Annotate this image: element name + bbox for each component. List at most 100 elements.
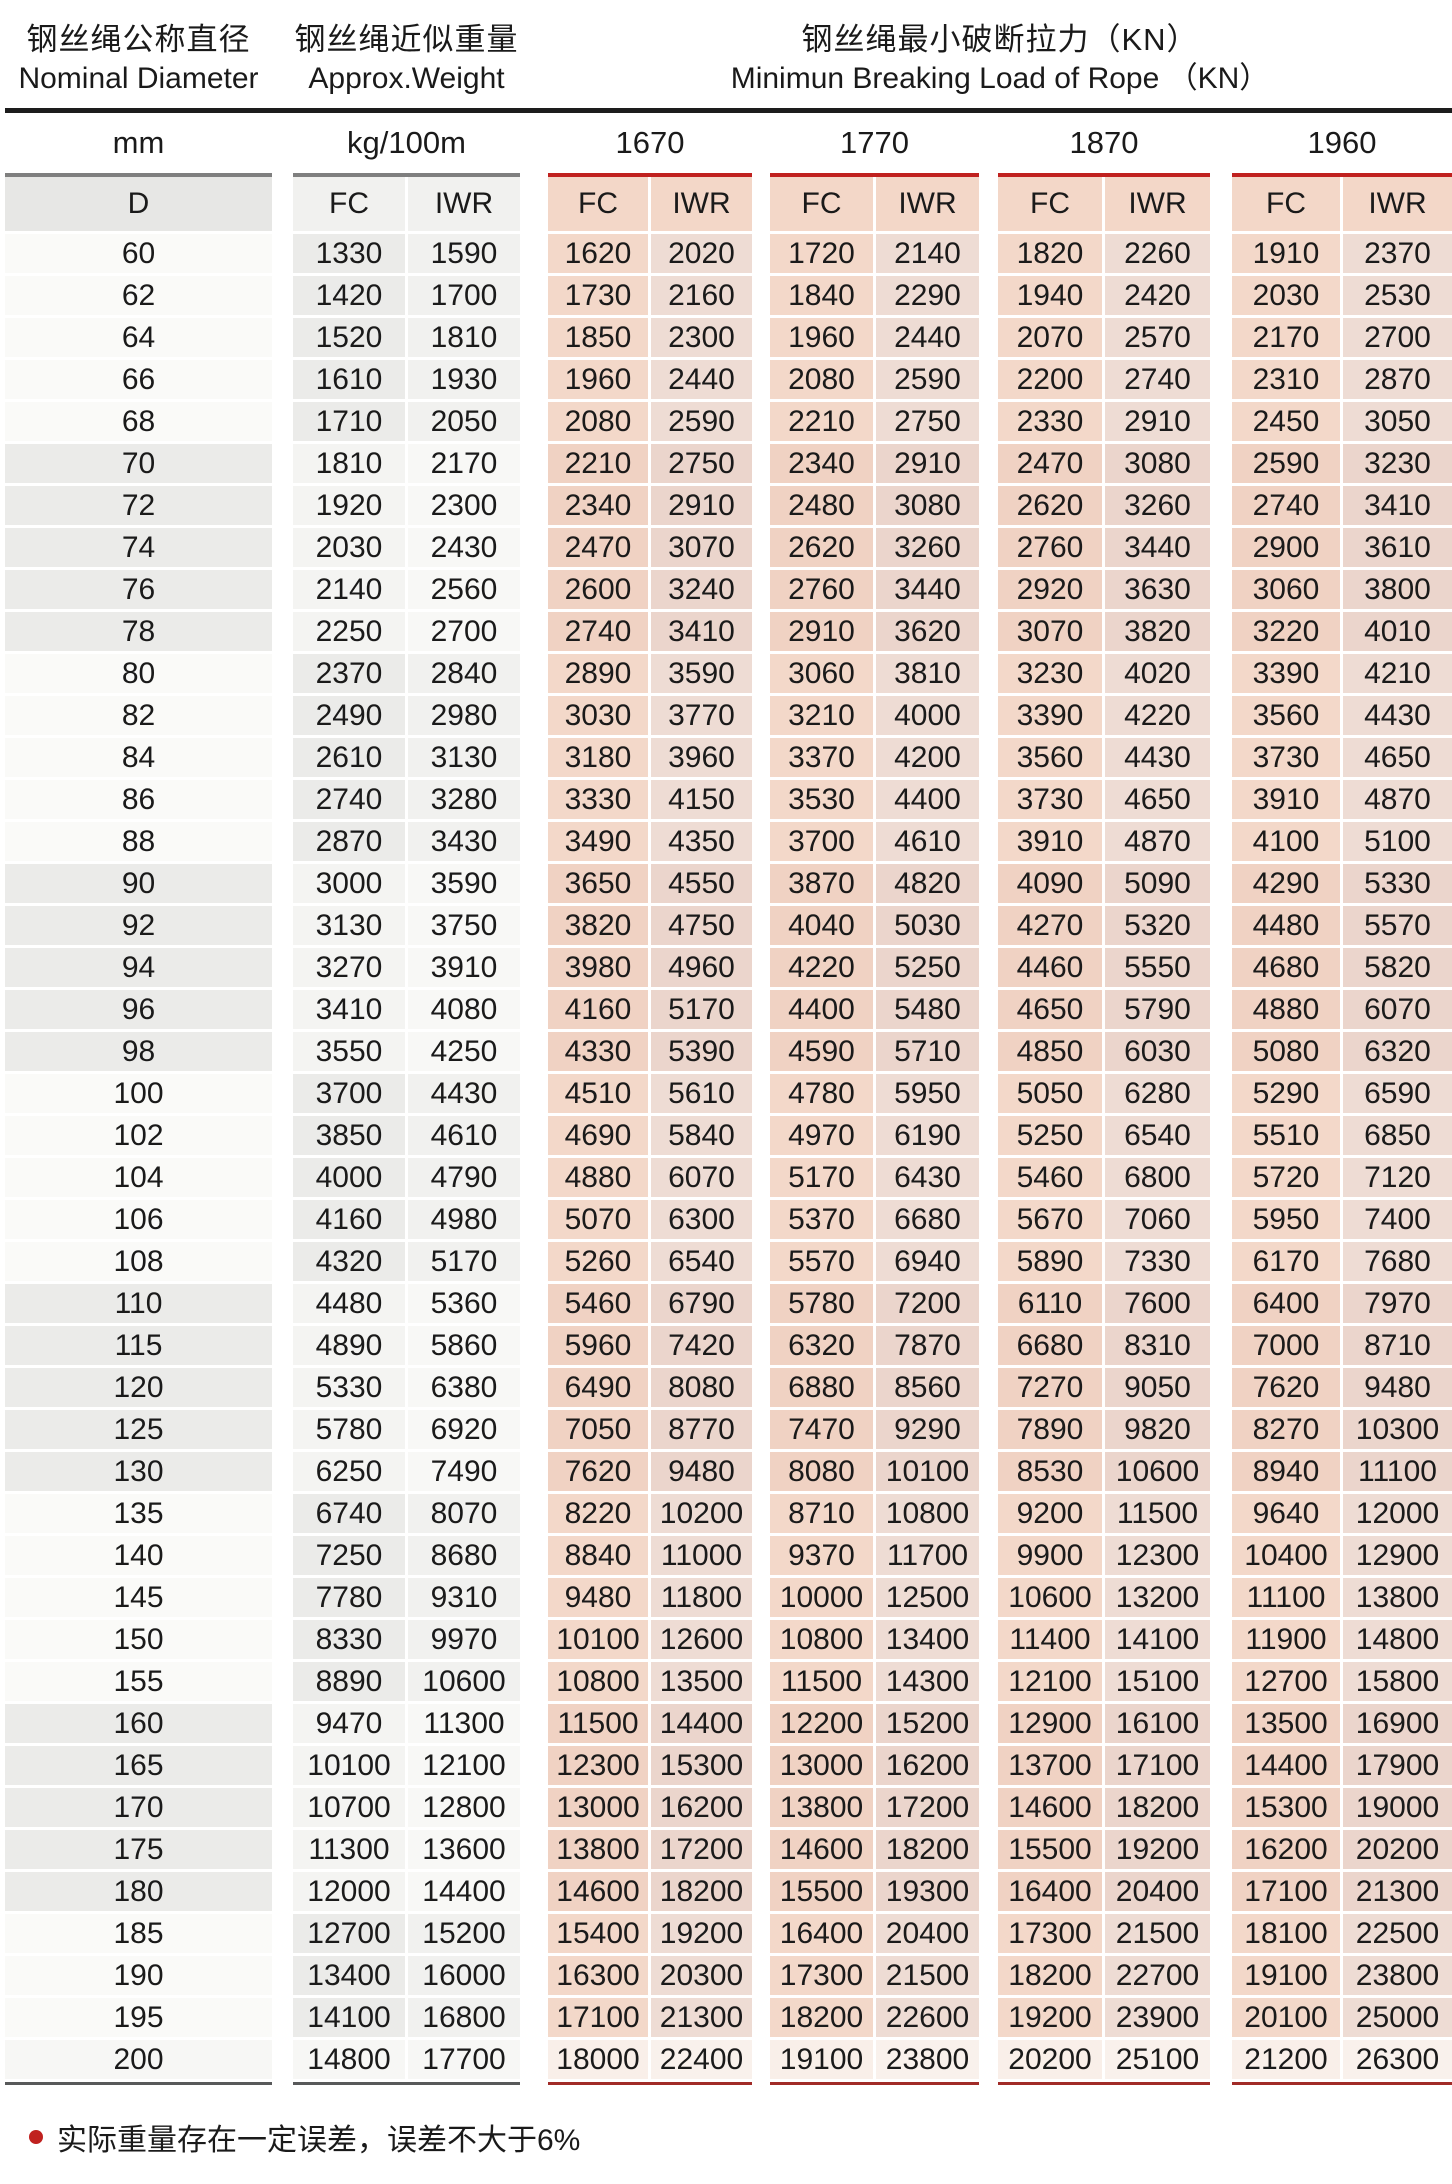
cell-g3-iwr: 3260: [1105, 486, 1210, 525]
cell-g1-iwr: 14400: [651, 1704, 752, 1743]
table-row: 92 3130 3750 3820 4750 4040 5030 4270 5320 4480 55…: [5, 906, 1452, 945]
cell-g2-iwr: 11700: [876, 1536, 979, 1575]
cell-g1-fc: 16300: [548, 1956, 648, 1995]
cell-g2-fc: 1720: [770, 234, 873, 273]
cell-g3-iwr: 2570: [1105, 318, 1210, 357]
cell-g4-iwr: 9480: [1343, 1368, 1452, 1407]
cell-g4-fc: 15300: [1232, 1788, 1340, 1827]
cell-g1-fc: 11500: [548, 1704, 648, 1743]
cell-g1-iwr: 6790: [651, 1284, 752, 1323]
table-row: 140 7250 8680 8840 11000 9370 11700 9900 12300 10…: [5, 1536, 1452, 1575]
cell-g4-fc: 6170: [1232, 1242, 1340, 1281]
cell-g3-iwr: 20400: [1105, 1872, 1210, 1911]
cell-g3-fc: 9200: [998, 1494, 1102, 1533]
cell-g4-iwr: 4870: [1343, 780, 1452, 819]
cell-g4-iwr: 4210: [1343, 654, 1452, 693]
cell-diameter: 106: [5, 1200, 272, 1239]
cell-diameter: 86: [5, 780, 272, 819]
cell-weight-iwr: 2170: [408, 444, 520, 483]
table-row: 98 3550 4250 4330 5390 4590 5710 4850 6030 5080 63…: [5, 1032, 1452, 1071]
cell-g4-iwr: 16900: [1343, 1704, 1452, 1743]
cell-g2-iwr: 3080: [876, 486, 979, 525]
cell-g1-fc: 6490: [548, 1368, 648, 1407]
cell-diameter: 94: [5, 948, 272, 987]
cell-weight-iwr: 2300: [408, 486, 520, 525]
cell-diameter: 120: [5, 1368, 272, 1407]
table-row: 175 11300 13600 13800 17200 14600 18200 15500 19…: [5, 1830, 1452, 1869]
cell-g2-iwr: 16200: [876, 1746, 979, 1785]
cell-g2-iwr: 8560: [876, 1368, 979, 1407]
cell-g2-fc: 8710: [770, 1494, 873, 1533]
table-row: 130 6250 7490 7620 9480 8080 10100 8530 10600 894…: [5, 1452, 1452, 1491]
weight-title: 钢丝绳近似重量 Approx.Weight: [293, 20, 520, 98]
cell-diameter: 130: [5, 1452, 272, 1491]
cell-g1-iwr: 7420: [651, 1326, 752, 1365]
cell-g2-fc: 2760: [770, 570, 873, 609]
cell-g4-iwr: 22500: [1343, 1914, 1452, 1953]
cell-g1-iwr: 5610: [651, 1074, 752, 1113]
cell-diameter: 66: [5, 360, 272, 399]
cell-diameter: 180: [5, 1872, 272, 1911]
cell-g2-fc: 6320: [770, 1326, 873, 1365]
cell-g4-iwr: 13800: [1343, 1578, 1452, 1617]
cell-weight-fc: 9470: [293, 1704, 405, 1743]
cell-weight-fc: 4890: [293, 1326, 405, 1365]
cell-g2-fc: 4780: [770, 1074, 873, 1113]
grade2-top-rule: [770, 173, 979, 177]
header-g2-fc: FC: [770, 177, 873, 231]
weight-title-en: Approx.Weight: [308, 62, 505, 95]
cell-g1-fc: 10100: [548, 1620, 648, 1659]
cell-g2-iwr: 2290: [876, 276, 979, 315]
cell-diameter: 115: [5, 1326, 272, 1365]
cell-g1-fc: 2210: [548, 444, 648, 483]
header-diameter: D: [5, 177, 272, 231]
table-row: 108 4320 5170 5260 6540 5570 6940 5890 7330 6170 7…: [5, 1242, 1452, 1281]
cell-diameter: 102: [5, 1116, 272, 1155]
cell-g4-iwr: 5570: [1343, 906, 1452, 945]
cell-g3-fc: 15500: [998, 1830, 1102, 1869]
cell-g1-iwr: 20300: [651, 1956, 752, 1995]
table-row: 200 14800 17700 18000 22400 19100 23800 20200 25…: [5, 2040, 1452, 2079]
diameter-top-rule: [5, 173, 272, 177]
cell-weight-iwr: 3280: [408, 780, 520, 819]
table-row: 120 5330 6380 6490 8080 6880 8560 7270 9050 7620 9…: [5, 1368, 1452, 1407]
cell-g3-fc: 12900: [998, 1704, 1102, 1743]
cell-g1-fc: 5260: [548, 1242, 648, 1281]
cell-g2-iwr: 7200: [876, 1284, 979, 1323]
cell-g4-iwr: 2700: [1343, 318, 1452, 357]
cell-weight-fc: 8890: [293, 1662, 405, 1701]
cell-weight-fc: 11300: [293, 1830, 405, 1869]
cell-g4-iwr: 3410: [1343, 486, 1452, 525]
cell-weight-fc: 10100: [293, 1746, 405, 1785]
cell-g2-fc: 7470: [770, 1410, 873, 1449]
cell-weight-iwr: 2980: [408, 696, 520, 735]
cell-diameter: 110: [5, 1284, 272, 1323]
cell-g3-fc: 7890: [998, 1410, 1102, 1449]
cell-g4-fc: 13500: [1232, 1704, 1340, 1743]
cell-g4-iwr: 4010: [1343, 612, 1452, 651]
cell-diameter: 60: [5, 234, 272, 273]
cell-diameter: 96: [5, 990, 272, 1029]
cell-g2-fc: 3870: [770, 864, 873, 903]
cell-weight-iwr: 2050: [408, 402, 520, 441]
cell-g2-iwr: 6680: [876, 1200, 979, 1239]
cell-weight-iwr: 2840: [408, 654, 520, 693]
cell-g4-iwr: 7970: [1343, 1284, 1452, 1323]
cell-g2-iwr: 2590: [876, 360, 979, 399]
cell-g3-fc: 5050: [998, 1074, 1102, 1113]
cell-g2-iwr: 22600: [876, 1998, 979, 2037]
grade1-bottom-rule: [548, 2082, 752, 2085]
cell-diameter: 80: [5, 654, 272, 693]
cell-g3-iwr: 6030: [1105, 1032, 1210, 1071]
cell-g4-fc: 5720: [1232, 1158, 1340, 1197]
cell-g3-iwr: 2910: [1105, 402, 1210, 441]
cell-weight-fc: 2610: [293, 738, 405, 777]
diameter-title: 钢丝绳公称直径 Nominal Diameter: [5, 20, 272, 98]
cell-g1-iwr: 2440: [651, 360, 752, 399]
table-row: 66 1610 1930 1960 2440 2080 2590 2200 2740 2310 28…: [5, 360, 1452, 399]
cell-g1-fc: 2740: [548, 612, 648, 651]
cell-weight-iwr: 11300: [408, 1704, 520, 1743]
cell-g1-fc: 1960: [548, 360, 648, 399]
table-row: 82 2490 2980 3030 3770 3210 4000 3390 4220 3560 44…: [5, 696, 1452, 735]
cell-g3-fc: 11400: [998, 1620, 1102, 1659]
